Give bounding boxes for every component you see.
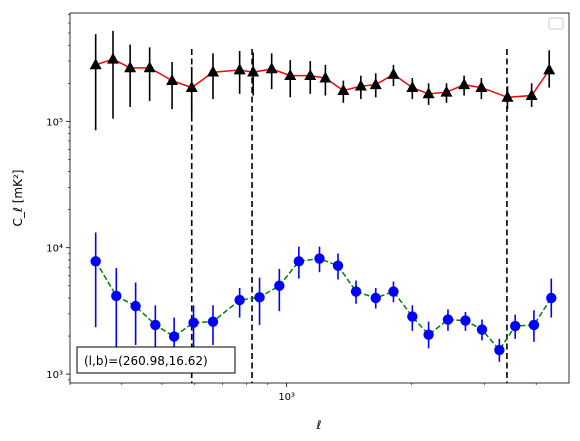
series-0-point-5: [185, 80, 198, 92]
axis-ticks: 10³ 10⁴ 10⁵ 10³: [46, 14, 537, 403]
series-1-point-12: [332, 260, 344, 271]
series-0-point-18: [422, 87, 435, 99]
series-0-point-14: [354, 79, 367, 91]
series-1-point-14: [370, 292, 381, 304]
x-tick-label-0: 10³: [278, 392, 295, 403]
series-0-point-22: [501, 90, 514, 102]
series-1-point-20: [476, 324, 488, 335]
series-0-point-16: [387, 67, 400, 79]
series-0-point-0: [89, 58, 102, 70]
series-0-point-21: [475, 80, 488, 92]
series-0-point-2: [124, 61, 137, 73]
series-0-point-3: [143, 61, 156, 73]
data-markers: [89, 52, 557, 356]
x-axis-label: ℓ: [316, 418, 322, 432]
series-0-point-10: [284, 69, 297, 81]
y-axis-label: C_ℓ [mK²]: [11, 170, 25, 227]
series-1-point-16: [407, 311, 418, 322]
series-0-point-8: [247, 65, 260, 77]
series-1-point-18: [442, 314, 454, 325]
series-1-point-24: [546, 292, 557, 304]
series-0-point-15: [369, 78, 382, 90]
legend-box: [548, 17, 564, 30]
series-1-point-3: [150, 319, 161, 331]
series-0-point-20: [458, 78, 471, 90]
series-1-point-8: [254, 292, 265, 303]
series-0-point-12: [319, 71, 332, 83]
series-0-point-6: [206, 65, 219, 77]
series-0-point-23: [525, 88, 538, 100]
series-0-point-13: [337, 84, 350, 96]
series-1-point-21: [494, 344, 505, 356]
series-0-point-17: [406, 80, 419, 92]
series-1-point-19: [460, 315, 471, 326]
annotation-box: [76, 346, 236, 374]
series-1-point-15: [388, 286, 399, 297]
y-tick-label-0: 10³: [46, 370, 63, 381]
series-1-point-6: [207, 316, 219, 327]
series-0-point-24: [543, 63, 556, 75]
series-0-point-9: [265, 62, 278, 74]
series-0-point-1: [107, 52, 120, 64]
series-0-point-4: [166, 74, 179, 86]
series-1-point-0: [90, 256, 101, 267]
series-1-point-22: [510, 320, 521, 332]
series-1-point-10: [293, 256, 305, 267]
series-1-point-4: [168, 331, 180, 342]
series-1-point-1: [111, 290, 122, 302]
series-1-point-2: [130, 300, 141, 312]
series-0-point-11: [304, 69, 317, 81]
axes-frame: [69, 12, 570, 384]
series-0-point-7: [233, 63, 246, 75]
series-1-point-7: [234, 294, 245, 306]
annotation-text: (l,b)=(260.98,16.62): [84, 354, 208, 368]
series-1-point-17: [423, 329, 434, 340]
y-tick-label-1: 10⁴: [46, 244, 63, 255]
series-1-point-13: [350, 286, 362, 297]
series-1-point-9: [274, 280, 285, 291]
series-0-point-19: [440, 85, 453, 97]
series-1-point-11: [314, 253, 325, 264]
annotation: (l,b)=(260.98,16.62): [76, 346, 236, 374]
series-1-point-23: [528, 319, 540, 331]
series-1-point-5: [188, 317, 199, 328]
y-tick-label-2: 10⁵: [46, 117, 63, 128]
